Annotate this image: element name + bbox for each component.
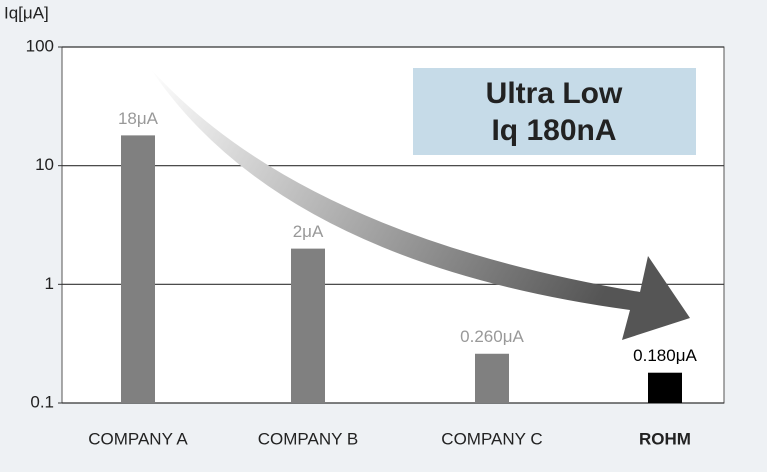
x-tick-label: COMPANY B (258, 429, 358, 448)
x-tick-label: ROHM (639, 429, 691, 448)
x-tick-label: COMPANY C (441, 429, 542, 448)
bar (291, 248, 325, 403)
bar (648, 372, 682, 403)
annotation-box (413, 68, 696, 155)
trend-arrow (150, 68, 690, 340)
x-tick-label: COMPANY A (88, 429, 188, 448)
bar (121, 135, 155, 403)
annotation: Ultra Low (486, 77, 623, 110)
y-tick-label: 100 (26, 36, 54, 55)
grid (62, 46, 724, 404)
y-axis-label: Iq[μA] (4, 3, 49, 22)
y-tick-label: 10 (35, 155, 54, 174)
annotation: Iq 180nA (491, 114, 616, 147)
y-tick-label: 1 (45, 274, 54, 293)
y-tick-label: 0.1 (30, 392, 54, 411)
value-label: 0.260μA (460, 327, 524, 346)
value-label: 2μA (293, 222, 324, 241)
value-label: 0.180μA (633, 346, 697, 365)
bar (475, 353, 509, 403)
value-label: 18μA (118, 109, 159, 128)
